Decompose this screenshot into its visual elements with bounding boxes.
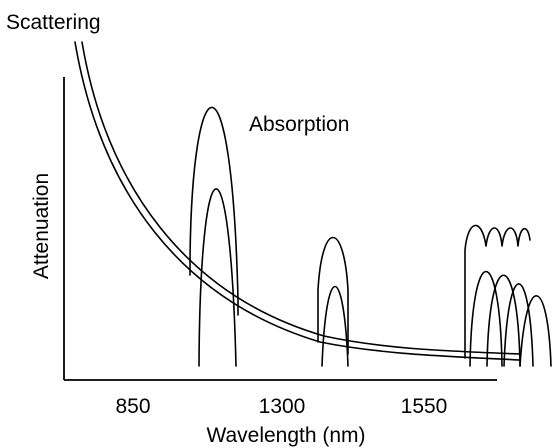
absorption-peak-2-outer	[317, 237, 349, 355]
scattering-curve-inner	[81, 41, 521, 355]
absorption-cluster-inner-4	[519, 295, 552, 367]
absorption-cluster-inner-3	[503, 283, 534, 367]
x-axis-label: Wavelength (nm)	[206, 424, 365, 447]
scattering-label: Scattering	[6, 11, 101, 34]
absorption-peak-1-inner	[198, 188, 237, 367]
absorption-peak-2-inner	[321, 285, 349, 367]
absorption-label: Absorption	[249, 113, 349, 136]
x-tick-850: 850	[115, 395, 150, 418]
x-tick-1550: 1550	[401, 395, 448, 418]
scattering-curve-outer	[74, 41, 521, 361]
absorption-peak-1-outer	[189, 106, 239, 316]
absorption-cluster-inner-1	[469, 271, 503, 367]
y-axis-label: Attenuation	[30, 173, 53, 279]
absorption-cluster-inner-2	[486, 274, 521, 367]
x-tick-1300: 1300	[259, 395, 306, 418]
absorption-cluster-outer	[464, 224, 531, 359]
